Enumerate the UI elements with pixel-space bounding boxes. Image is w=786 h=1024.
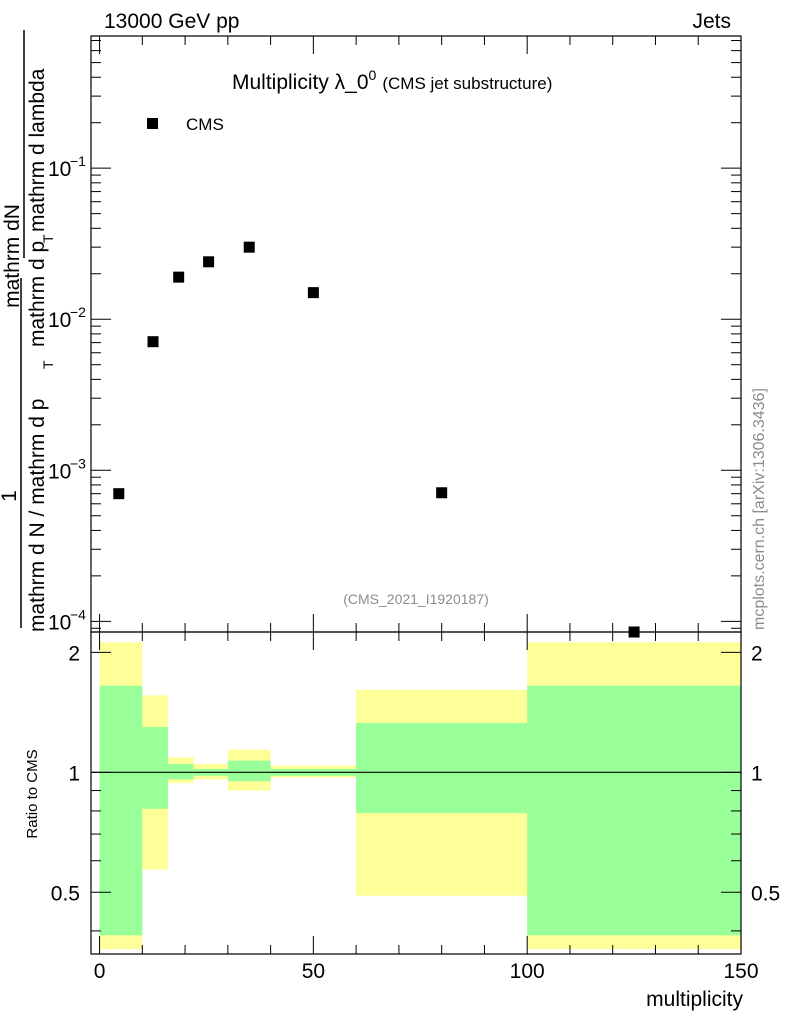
ratio-y-tick-label-left: 1 xyxy=(68,762,80,785)
main-plot-y-tick-labels: 10−110−210−310−4 xyxy=(48,153,86,634)
ratio-plot-tick-labels: 2 2 1 1 0.5 0.5 0 50 100 150 xyxy=(51,642,780,983)
y-label-lambda: mathrm d lambda xyxy=(26,68,49,232)
header-process-label: Jets xyxy=(692,10,731,33)
ratio-y-tick-label-right: 2 xyxy=(751,642,763,665)
chart-title-text: Multiplicity λ_0 xyxy=(232,71,369,94)
ratio-y-tick-label-left: 2 xyxy=(68,642,80,665)
header-energy-label: 13000 GeV pp xyxy=(104,10,239,33)
ratio-band-inner xyxy=(527,685,741,936)
main-plot-ticks xyxy=(91,36,742,632)
chart-title-superscript: 0 xyxy=(369,67,377,83)
ratio-y-tick-label-right: 1 xyxy=(751,762,763,785)
ratio-plot-ticks xyxy=(91,632,742,954)
data-point-cms xyxy=(147,336,159,348)
y-label-numerator: mathrm dN xyxy=(1,204,24,308)
ratio-plot-frame xyxy=(90,631,742,955)
y-label-one: 1 xyxy=(0,490,21,502)
x-axis-label: multiplicity xyxy=(646,988,743,1011)
y-tick-label: 10 xyxy=(48,309,71,332)
main-plot-y-axis-label: mathrm dN 1 mathrm d N / mathrm d p T ma… xyxy=(0,30,56,632)
main-plot-data-points xyxy=(113,241,640,638)
legend-label-cms: CMS xyxy=(186,115,224,134)
y-tick-label: 10 xyxy=(48,158,71,181)
data-point-cms xyxy=(243,241,255,253)
y-label-subscript-t-1: T xyxy=(40,360,56,369)
ratio-band-inner xyxy=(142,726,168,809)
chart-title: Multiplicity λ_00 (CMS jet substructure) xyxy=(232,67,552,94)
data-point-cms xyxy=(436,487,448,499)
y-tick-label-exponent: −1 xyxy=(70,153,86,169)
ratio-bands xyxy=(91,642,741,950)
ratio-band-inner xyxy=(227,760,271,782)
y-tick-label-exponent: −3 xyxy=(70,455,86,471)
y-tick-label: 10 xyxy=(48,460,71,483)
analysis-id-watermark: (CMS_2021_I1920187) xyxy=(343,591,489,607)
ratio-y-tick-label-right: 0.5 xyxy=(751,882,780,905)
ratio-band-inner xyxy=(167,763,194,780)
x-tick-label: 150 xyxy=(723,960,758,983)
y-tick-label: 10 xyxy=(48,611,71,634)
y-label-denominator: mathrm d N / mathrm d p xyxy=(26,399,49,632)
data-point-cms xyxy=(173,271,185,283)
data-point-cms xyxy=(307,287,319,299)
y-label-subscript-t-2: T xyxy=(40,234,56,243)
ratio-band-inner xyxy=(356,722,528,814)
ratio-plot-border xyxy=(90,631,742,955)
chart-subtitle: (CMS jet substructure) xyxy=(382,74,552,93)
ratio-y-axis-label: Ratio to CMS xyxy=(24,749,41,838)
ratio-y-tick-label-left: 0.5 xyxy=(51,882,80,905)
y-tick-label-exponent: −2 xyxy=(70,304,86,320)
y-label-mid: mathrm d p xyxy=(26,241,49,347)
x-tick-label: 100 xyxy=(510,960,545,983)
mcplots-source-label: mcplots.cern.ch [arXiv:1306.3436] xyxy=(751,388,768,630)
data-point-cms xyxy=(203,256,215,268)
y-tick-label-exponent: −4 xyxy=(70,606,86,622)
x-tick-label: 50 xyxy=(302,960,325,983)
legend-marker-cms xyxy=(147,118,158,129)
ratio-band-inner xyxy=(99,685,143,936)
data-point-cms xyxy=(113,488,125,500)
x-tick-label: 0 xyxy=(94,960,106,983)
